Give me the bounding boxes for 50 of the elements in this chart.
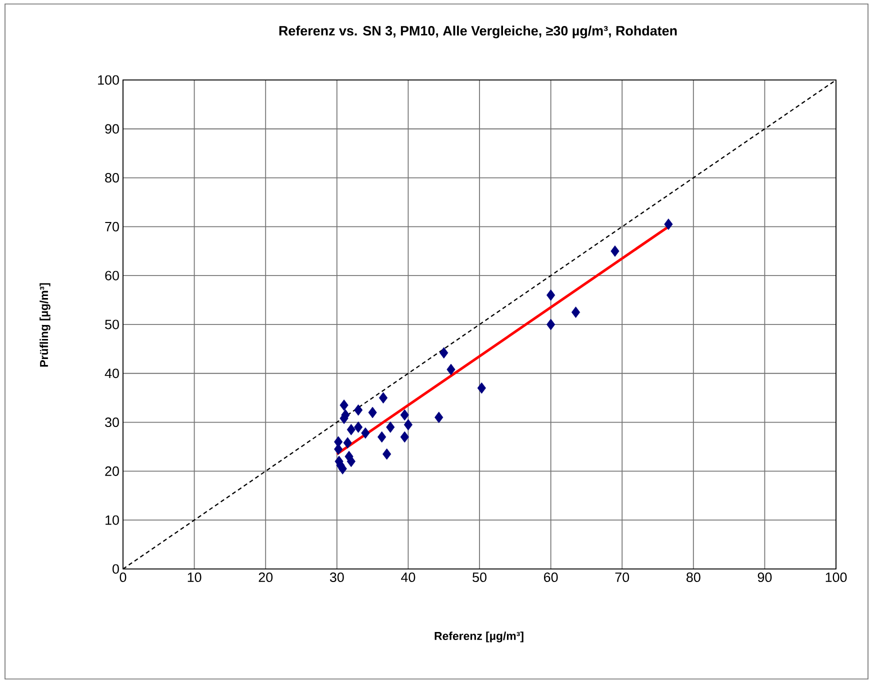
y-tick-label: 70	[105, 222, 119, 232]
x-tick-label: 20	[258, 572, 273, 582]
point	[400, 431, 409, 443]
point	[346, 424, 356, 436]
point	[664, 218, 673, 230]
point	[446, 364, 456, 376]
y-tick-label: 30	[105, 418, 119, 428]
y-tick-label: 80	[105, 173, 119, 183]
point	[546, 318, 556, 330]
y-tick-label: 60	[105, 270, 119, 280]
point	[400, 409, 409, 421]
y-tick-label: 100	[98, 75, 119, 85]
y-tick-label: 40	[104, 368, 119, 378]
point	[354, 404, 363, 416]
point	[338, 463, 347, 474]
point	[440, 347, 448, 359]
point	[571, 306, 580, 318]
y-tick-label: 10	[106, 515, 119, 525]
x-tick-label: 90	[758, 572, 772, 582]
x-axis-title: Referenz [µg/m³]	[434, 632, 524, 642]
point	[477, 382, 486, 394]
y-tick-label: 0	[112, 564, 119, 574]
y-tick-label: 50	[105, 320, 119, 330]
x-tick-label: 0	[120, 572, 126, 582]
point	[378, 431, 386, 443]
point	[368, 406, 377, 418]
point	[386, 421, 395, 433]
point	[382, 448, 392, 460]
point	[340, 399, 348, 411]
point	[378, 392, 388, 404]
y-axis-title: Prüfling [µg/m³]	[40, 283, 50, 367]
y-tick-label: 90	[105, 124, 119, 134]
x-tick-label: 70	[615, 572, 630, 582]
x-tick-label: 80	[686, 572, 700, 582]
x-tick-label: 100	[826, 572, 847, 582]
x-tick-label: 60	[544, 572, 558, 582]
y-tick-label: 20	[105, 466, 119, 476]
point	[361, 427, 370, 439]
point	[434, 412, 444, 424]
chart-title: Referenz vs. SN 3, PM10, Alle Vergleiche, ≥30 µg/m³, Rohdaten	[279, 26, 677, 38]
x-tick-label: 30	[330, 572, 344, 582]
x-tick-label: 10	[188, 572, 202, 582]
point	[334, 444, 343, 455]
point	[343, 437, 352, 448]
x-tick-label: 50	[472, 572, 486, 582]
x-tick-label: 40	[401, 572, 416, 582]
point	[610, 245, 620, 257]
point	[546, 289, 556, 301]
point	[404, 419, 413, 430]
point	[354, 421, 363, 433]
